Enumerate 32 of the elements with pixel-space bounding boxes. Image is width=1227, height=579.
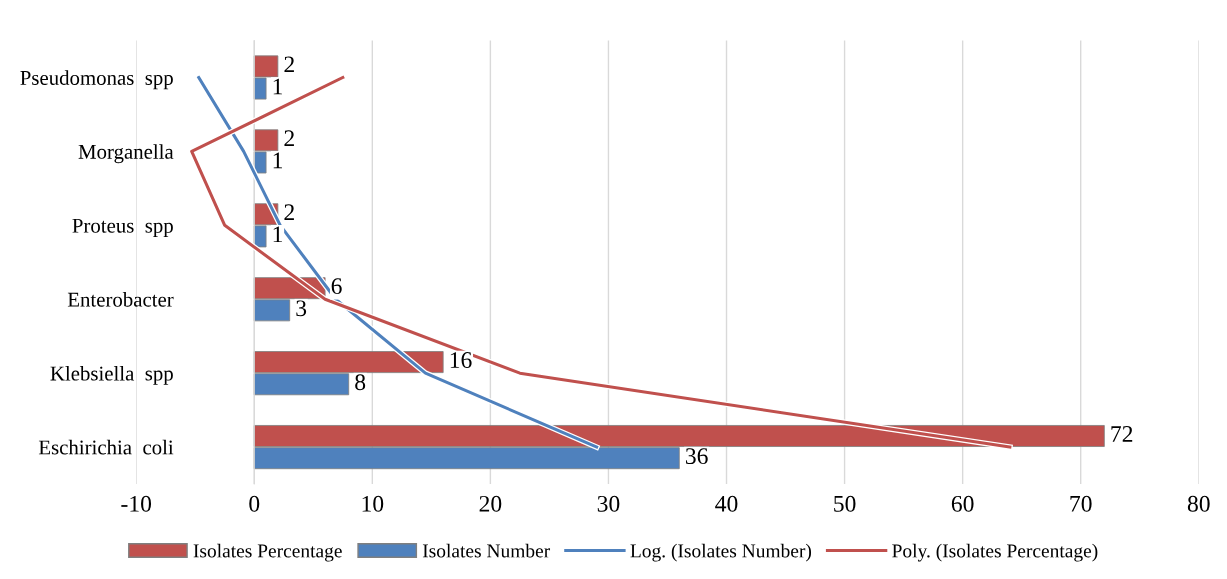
data-label: 72 — [1111, 426, 1133, 442]
x-tick-label: 60 — [951, 495, 974, 512]
x-tick-label: 70 — [1070, 495, 1092, 512]
legend-label: Poly. (Isolates Percentage) — [892, 543, 1098, 562]
data-label: 2 — [284, 130, 294, 146]
legend-label: Isolates Number — [422, 543, 551, 558]
data-label: 1 — [273, 78, 283, 95]
x-tick-label: 20 — [479, 495, 502, 512]
x-tick-label: 10 — [362, 495, 384, 512]
y-tick-label: Morganella — [78, 144, 174, 164]
data-label: 16 — [450, 352, 472, 368]
y-tick-label: Proteus spp — [72, 218, 173, 237]
y-tick-label: Eschirichia coli — [38, 439, 174, 455]
x-tick-label: 30 — [597, 495, 620, 512]
y-tick-label: Pseudomonas spp — [20, 70, 173, 90]
legend-label: Isolates Percentage — [193, 543, 342, 562]
data-label: 8 — [355, 374, 366, 391]
data-label: 36 — [685, 448, 708, 465]
legend-label: Log. (Isolates Number) — [630, 543, 812, 562]
data-label: 3 — [296, 300, 307, 317]
x-tick-label: 50 — [834, 495, 856, 512]
y-tick-label: Enterobacter — [67, 292, 174, 307]
data-label: 6 — [331, 278, 342, 295]
y-tick-label: Klebsiella spp — [50, 365, 173, 385]
data-label: 1 — [273, 152, 283, 169]
x-tick-label: 80 — [1187, 495, 1210, 512]
data-label: 2 — [284, 56, 294, 73]
x-tick-label: 40 — [715, 495, 738, 512]
x-tick-label: 0 — [249, 495, 260, 512]
data-label: 2 — [284, 204, 294, 220]
data-label: 1 — [273, 226, 283, 243]
x-tick-label: -10 — [121, 495, 152, 512]
